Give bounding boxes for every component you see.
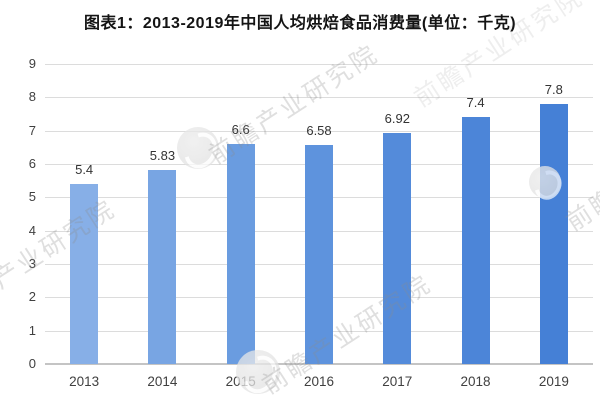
y-axis-tick-label: 7 [28, 122, 36, 138]
x-axis-tick-label: 2014 [147, 374, 178, 389]
bar-value-label: 7.4 [466, 95, 485, 111]
chart-title: 图表1：2013-2019年中国人均烘焙食品消费量(单位：千克) [83, 15, 517, 32]
gridline [45, 64, 593, 65]
x-axis-tick-label: 2017 [382, 374, 413, 389]
gridline [45, 130, 593, 132]
bar-value-label: 6.92 [384, 111, 410, 127]
bar-value-label: 5.83 [149, 147, 176, 163]
bar [461, 117, 490, 364]
gridline [45, 97, 593, 99]
bar [305, 144, 333, 364]
x-axis-tick-label: 2013 [69, 374, 100, 389]
bar [148, 169, 177, 364]
x-axis-tick-label: 2015 [225, 374, 256, 389]
x-axis-tick-label: 2016 [303, 374, 335, 389]
x-axis-tick-label: 2018 [460, 374, 491, 389]
y-axis-tick-label: 0 [28, 356, 36, 371]
bar [383, 133, 412, 364]
bar [70, 184, 99, 364]
y-axis-tick-label: 6 [28, 156, 36, 171]
y-axis-tick-label: 4 [28, 222, 36, 238]
bar [226, 144, 255, 364]
y-axis-tick-label: 9 [28, 56, 36, 71]
bar-value-label: 6.58 [306, 122, 332, 138]
y-axis-tick-label: 3 [28, 256, 36, 271]
bar-value-label: 5.4 [75, 162, 94, 177]
x-axis-tick-label: 2019 [538, 374, 569, 389]
y-axis-tick-label: 5 [28, 189, 36, 205]
y-axis-tick-label: 8 [28, 89, 36, 105]
y-axis-tick-label: 2 [28, 289, 36, 305]
bar-value-label: 6.6 [231, 122, 250, 137]
x-axis-line [45, 363, 593, 365]
y-axis-tick-label: 1 [28, 322, 36, 338]
bar [539, 104, 568, 364]
bar-value-label: 7.8 [544, 82, 563, 97]
